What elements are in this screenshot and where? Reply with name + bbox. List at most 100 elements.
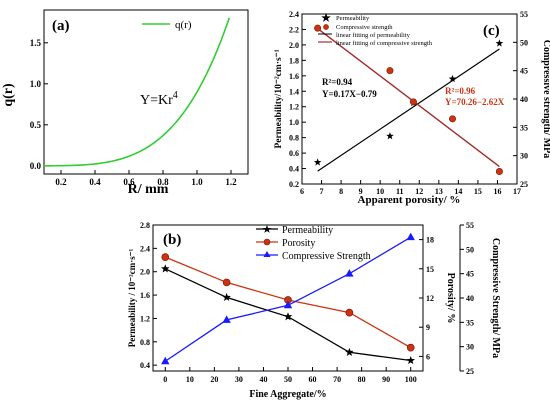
x-tick-label: 10 <box>186 375 194 384</box>
strength-point <box>386 67 394 75</box>
porosity-tick-label: 9 <box>426 323 430 332</box>
x-tick-label: 0.8 <box>157 177 169 187</box>
y-tick-label: 0.4 <box>140 361 150 370</box>
panel-c: 6 7 8 9 10 11 12 13 14 15 16 17 0.2 0.4 0.6 0.8 1.0 1.2 1… <box>274 10 550 206</box>
panel-b-strength-axis-ticks: 25 30 35 40 45 50 55 <box>460 221 474 376</box>
permeability-point <box>495 39 504 47</box>
strength-point <box>495 168 503 176</box>
x-tick-label: 10 <box>376 187 384 196</box>
strength-tick-label: 40 <box>466 294 474 303</box>
panel-c-strength-r2: R²=0.96 <box>445 86 476 96</box>
permeability-point <box>448 74 457 83</box>
panel-c-ylabel: Permeability/10⁻²cm·s⁻¹ <box>274 49 284 148</box>
panel-c-label: (c) <box>483 23 500 39</box>
panel-b-ylabel: Permeability / 10⁻²cm·s⁻¹ <box>127 249 137 348</box>
x-tick-label: 60 <box>309 375 317 384</box>
x-tick-label: 9 <box>359 187 363 196</box>
x-tick-label: 100 <box>405 375 417 384</box>
compressive-strength-marker <box>222 315 231 323</box>
panel-b-xlabel: Fine Aggregate/% <box>249 389 326 400</box>
porosity-marker <box>222 278 231 287</box>
panel-c-strength-equation: Y=70.26−2.62X <box>445 97 505 107</box>
panel-c-ylabel-right: Compressive strength/ MPa <box>541 40 550 159</box>
y-tick-label: 2.2 <box>289 25 299 34</box>
panel-b-legend-star-icon <box>262 225 272 233</box>
panel-a-x-ticks: 0.2 0.4 0.6 0.8 1.0 1.2 <box>55 170 237 187</box>
x-tick-label: 40 <box>259 375 267 384</box>
permeability-marker <box>406 355 416 365</box>
right-y-tick-label: 25 <box>520 180 528 189</box>
panel-c-strength-points <box>314 24 503 176</box>
x-tick-label: 12 <box>415 187 423 196</box>
y-tick-label: 2.4 <box>140 244 150 253</box>
x-tick-label: 8 <box>339 187 343 196</box>
panel-b-ylabel-right1: Porosity/ % <box>445 273 456 324</box>
y-tick-label: 0.4 <box>289 165 299 174</box>
y-tick-label: 1.2 <box>289 103 299 112</box>
panel-b-legend: Permeability Porosity Compressive Streng… <box>256 225 371 262</box>
permeability-marker <box>222 292 231 302</box>
panel-b-legend-strength: Compressive Strength <box>282 251 371 262</box>
y-tick-label: 2.8 <box>140 221 150 230</box>
right-y-tick-label: 35 <box>520 123 528 132</box>
y-tick-label: 1.2 <box>140 314 150 323</box>
strength-tick-label: 45 <box>466 270 474 279</box>
porosity-marker <box>161 253 170 261</box>
right-y-tick-label: 50 <box>520 38 528 47</box>
x-tick-label: 1.0 <box>191 177 203 187</box>
x-tick-label: 11 <box>396 187 404 196</box>
panel-c-legend-permeability: Permeability <box>336 15 370 22</box>
y-tick-label: 0.0 <box>30 161 42 171</box>
panel-b-legend-triangle-icon <box>263 251 271 257</box>
panel-a-equation: Y=Kr4 <box>140 90 178 108</box>
x-tick-label: 0.4 <box>89 177 101 187</box>
x-tick-label: 80 <box>358 375 366 384</box>
right-y-tick-label: 45 <box>520 67 528 76</box>
x-tick-label: 90 <box>382 375 390 384</box>
panel-a-ylabel: q(r) <box>1 83 16 107</box>
panel-c-legend-star-icon <box>321 13 331 22</box>
panel-a-label: (a) <box>52 18 70 34</box>
x-tick-label: 7 <box>320 187 324 196</box>
strength-tick-label: 50 <box>466 245 474 254</box>
permeability-point <box>386 132 394 140</box>
x-tick-label: 20 <box>210 375 218 384</box>
y-tick-label: 1.5 <box>30 38 42 48</box>
panel-c-perm-r2: R²=0.94 <box>322 77 353 87</box>
panel-c-legend: Permeability Compressive strength linear… <box>318 13 433 47</box>
x-tick-label: 0 <box>163 375 167 384</box>
strength-tick-label: 55 <box>466 221 474 230</box>
strength-tick-label: 35 <box>466 318 474 327</box>
panel-c-legend-circle-icon <box>323 24 329 30</box>
x-tick-label: 50 <box>284 375 292 384</box>
y-tick-label: 2.0 <box>140 268 150 277</box>
panel-c-x-ticks: 6 7 8 9 10 11 12 13 14 15 16 17 <box>300 180 521 196</box>
y-tick-label: 1.6 <box>140 291 150 300</box>
y-tick-label: 2.4 <box>289 10 299 19</box>
panel-b-legend-porosity: Porosity <box>282 238 315 249</box>
panel-b-ylabel-right2: Compressive Strength/ MPa <box>490 238 501 358</box>
compressive-strength-marker <box>345 269 354 277</box>
porosity-marker <box>345 308 354 317</box>
y-tick-label: 1.0 <box>30 79 42 89</box>
panel-b-porosity-axis-ticks: 6 9 12 15 18 <box>419 236 434 361</box>
y-tick-label: 0.8 <box>140 338 150 347</box>
panel-c-legend-fit-perm: linear fitting of permeability <box>336 32 411 39</box>
permeability-marker <box>283 312 293 321</box>
panel-a-q-curve <box>44 17 231 167</box>
strength-point <box>448 115 456 123</box>
panel-b-legend-permeability: Permeability <box>282 225 333 236</box>
compressive-strength-marker <box>161 356 170 365</box>
panel-c-legend-strength: Compressive strength <box>336 24 393 31</box>
y-tick-label: 0.5 <box>30 120 42 130</box>
panel-b-y-ticks: 0.4 0.8 1.2 1.6 2.0 2.4 2.8 <box>140 221 157 370</box>
right-y-tick-label: 30 <box>520 152 528 161</box>
panel-a: 0.2 0.4 0.6 0.8 1.0 1.2 0.0 0.5 1.0 1.5 (a) q(r)… <box>1 9 249 197</box>
x-tick-label: 14 <box>454 187 462 196</box>
y-tick-label: 1.8 <box>289 56 299 65</box>
panel-c-legend-fit-str: linear fitting of compressive strength <box>336 40 433 47</box>
panel-c-xlabel: Apparent porosity/ % <box>358 194 461 206</box>
panel-b-legend-circle-icon <box>263 238 271 246</box>
y-tick-label: 1.0 <box>289 118 299 127</box>
x-tick-label: 1.2 <box>225 177 237 187</box>
